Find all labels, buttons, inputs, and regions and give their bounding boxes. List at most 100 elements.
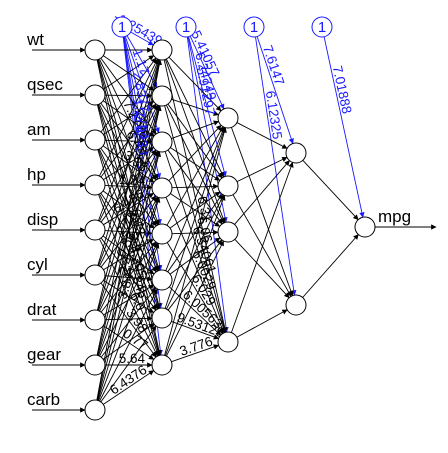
weight-connection [234,239,290,299]
weight-label: 3.84 [115,271,137,301]
bias-connection [256,36,294,145]
input-node [84,129,106,151]
input-node [84,174,106,196]
bias-connection [189,35,225,110]
hidden-node [217,221,239,243]
weight-connection [230,127,294,297]
weight-connection [230,161,294,333]
weight-label: 5.6 [129,231,148,253]
weight-connection [96,59,162,311]
weight-connection [168,286,222,336]
weight-connection [96,151,162,401]
weight-connection [236,156,288,183]
weight-label: 3.776 [178,334,215,359]
weight-connections [96,47,359,405]
bias-node-label: 1 [182,19,190,36]
weight-connection [100,237,157,311]
weight-connection [302,234,359,298]
hidden-node [217,331,239,353]
weight-connection [170,147,221,181]
input-node [84,309,106,331]
bias-connection [124,36,160,134]
weight-connection [97,197,161,401]
weight-connection [96,105,162,401]
bias-node-label: 1 [318,19,326,36]
weight-connection [171,344,220,363]
weight-connection [163,59,228,333]
bias-node [111,16,133,38]
output-label: mpg [378,207,411,226]
weight-connection [171,98,220,116]
weight-connection [98,242,160,401]
weight-label: 2.4 [115,253,136,276]
bias-connection [122,36,163,309]
weight-connection [100,192,157,273]
weight-label: 6.43 [128,207,148,236]
weight-label: 6.31 [194,195,214,224]
weight-connection [169,191,221,229]
weight-connection [302,160,359,221]
input-label-hp: hp [27,165,46,184]
weight-connection [171,320,220,340]
bias-connection [130,31,154,46]
weight-connection [99,58,158,177]
input-label-wt: wt [26,30,44,49]
hidden-node [151,354,173,376]
weight-connection [166,240,224,357]
weight-connection [165,58,225,178]
input-node [84,354,106,376]
weight-connection [103,370,155,405]
hidden-node [285,142,307,164]
hidden-node [151,223,173,245]
weight-connection [232,194,292,297]
bias-connection [323,36,365,218]
weight-connection [102,323,155,360]
weight-connection [97,59,161,266]
weight-connection [103,55,155,90]
hidden-node [217,175,239,197]
weight-connection [96,59,162,356]
weight-connection [236,309,288,338]
weight-connection [234,160,290,225]
hidden-node [151,131,173,153]
input-node [84,39,106,61]
bias-weight-label: 7.6147 [260,43,287,87]
weight-connection [171,183,219,190]
bias-node [175,16,197,38]
weight-connection [99,288,158,402]
input-label-qsec: qsec [27,75,63,94]
weight-connection [166,126,224,226]
weight-connection [167,103,223,179]
hidden-node [217,107,239,129]
bias-connection [126,35,158,88]
bias-weight-label: 2.8233 [131,113,151,156]
bias-weight-label: 7.01888 [330,64,355,115]
weight-connection [164,127,227,356]
input-label-am: am [27,120,51,139]
input-node [84,219,106,241]
hidden-node [151,85,173,107]
weight-connection [100,325,157,403]
weight-connection [166,242,224,334]
weight-connection [166,194,224,310]
weight-connection [168,124,222,182]
weight-connection [236,122,288,149]
input-label-carb: carb [27,390,60,409]
input-label-gear: gear [27,345,61,364]
weight-connection [104,315,153,322]
weight-connection [167,193,223,273]
hidden-node [151,39,173,61]
weight-label: 6.4376 [107,362,150,397]
nodes: 1 1 1 1 [84,16,376,421]
weight-label: 1.24 [119,172,146,188]
hidden-node [151,269,173,291]
bias-connection [255,36,297,296]
hidden-node [151,307,173,329]
bias-connection [188,36,227,177]
weight-connection [165,197,225,334]
input-node [84,399,106,421]
weight-connection [96,59,162,401]
bias-node-label: 1 [250,19,258,36]
input-node [84,84,106,106]
